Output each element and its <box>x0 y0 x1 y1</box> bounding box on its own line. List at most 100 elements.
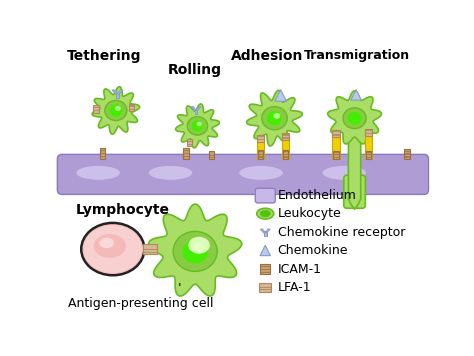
Bar <box>282 137 289 138</box>
Bar <box>257 139 264 140</box>
Bar <box>116 93 119 98</box>
Ellipse shape <box>149 166 192 180</box>
Bar <box>209 152 214 153</box>
Bar <box>283 151 288 152</box>
Polygon shape <box>175 104 219 148</box>
Polygon shape <box>328 91 382 144</box>
FancyBboxPatch shape <box>57 155 428 194</box>
Text: Antigen-presenting cell: Antigen-presenting cell <box>68 297 214 310</box>
PathPatch shape <box>348 127 361 209</box>
Bar <box>183 153 189 155</box>
Ellipse shape <box>182 239 208 263</box>
Bar <box>332 130 340 137</box>
Bar <box>282 134 289 136</box>
Bar <box>259 287 272 288</box>
Bar <box>143 244 157 255</box>
Bar <box>187 139 192 146</box>
FancyBboxPatch shape <box>255 188 275 203</box>
Bar <box>283 154 288 155</box>
Polygon shape <box>265 229 270 233</box>
Ellipse shape <box>100 238 114 248</box>
Text: Lymphocyte: Lymphocyte <box>76 203 170 217</box>
Bar <box>128 109 134 110</box>
Ellipse shape <box>173 231 217 271</box>
Bar <box>260 269 270 270</box>
Polygon shape <box>149 204 242 296</box>
Text: Chemokine: Chemokine <box>278 244 348 257</box>
Bar <box>195 109 197 114</box>
Ellipse shape <box>257 208 273 219</box>
Bar <box>183 156 189 157</box>
Bar <box>143 252 157 253</box>
Bar <box>264 231 266 236</box>
Bar <box>332 134 340 159</box>
Text: Leukocyte: Leukocyte <box>278 207 341 220</box>
Ellipse shape <box>105 100 127 120</box>
Polygon shape <box>112 90 118 95</box>
Bar <box>333 152 339 153</box>
Text: Tethering: Tethering <box>66 49 141 63</box>
Bar <box>93 107 99 108</box>
Ellipse shape <box>193 242 205 252</box>
Bar <box>404 153 410 155</box>
Bar <box>209 151 214 159</box>
FancyBboxPatch shape <box>344 175 365 208</box>
Polygon shape <box>92 87 140 134</box>
Ellipse shape <box>94 234 126 258</box>
Polygon shape <box>118 90 123 95</box>
Bar <box>143 249 157 250</box>
Bar <box>332 131 340 132</box>
Bar <box>365 132 372 159</box>
Text: LFA-1: LFA-1 <box>278 281 311 294</box>
Polygon shape <box>191 106 196 111</box>
Ellipse shape <box>83 225 142 273</box>
Bar <box>404 151 410 152</box>
Polygon shape <box>351 90 361 100</box>
Bar <box>257 135 264 159</box>
Bar <box>366 154 371 155</box>
Bar <box>209 155 214 156</box>
Ellipse shape <box>81 223 145 275</box>
Bar <box>365 130 372 131</box>
Ellipse shape <box>343 108 366 129</box>
Bar <box>93 110 99 111</box>
Bar <box>259 283 272 292</box>
Bar <box>366 151 371 159</box>
Bar <box>283 157 288 158</box>
Bar <box>260 265 270 274</box>
Bar <box>259 289 272 290</box>
Bar <box>333 154 339 155</box>
Bar <box>258 151 264 152</box>
Ellipse shape <box>188 237 210 254</box>
Bar <box>332 134 340 136</box>
Polygon shape <box>275 90 286 101</box>
Ellipse shape <box>260 211 270 217</box>
Ellipse shape <box>191 120 203 131</box>
Ellipse shape <box>262 107 287 130</box>
Bar <box>282 134 289 159</box>
Bar <box>283 150 288 159</box>
Polygon shape <box>260 229 265 233</box>
Bar <box>257 135 264 142</box>
Ellipse shape <box>273 113 280 119</box>
Bar <box>128 104 134 111</box>
Bar <box>404 156 410 158</box>
Polygon shape <box>260 245 271 256</box>
Ellipse shape <box>109 104 122 116</box>
Bar <box>183 148 189 159</box>
Text: ICAM-1: ICAM-1 <box>278 263 321 276</box>
Bar <box>183 150 189 151</box>
Bar <box>333 151 339 159</box>
Bar <box>260 266 270 267</box>
Text: Adhesion: Adhesion <box>231 49 304 63</box>
Bar <box>365 129 372 136</box>
Bar <box>333 157 339 158</box>
Bar <box>100 156 106 157</box>
Bar <box>100 148 106 159</box>
Bar <box>365 133 372 134</box>
Ellipse shape <box>267 111 282 125</box>
Bar <box>258 150 264 159</box>
Bar <box>258 157 264 158</box>
Polygon shape <box>246 90 302 146</box>
Bar <box>257 136 264 137</box>
